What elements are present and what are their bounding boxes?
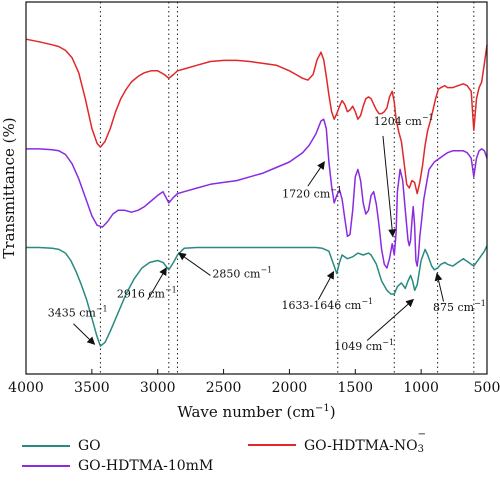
x-tick-label-500: 500 [474, 380, 500, 396]
annotation-arrow-0 [73, 323, 96, 345]
annotation-arrow-7 [434, 272, 445, 302]
x-axis-title-end: ) [330, 403, 336, 421]
x-axis-title-sup: −1 [315, 403, 330, 414]
annotation-arrow-2 [177, 252, 211, 276]
annotation-arrow-4 [382, 135, 397, 238]
x-axis-ticks: 4000 3500 3000 2500 2000 1500 1000 500 [8, 369, 500, 396]
x-axis-title: Wave number (cm−1) [177, 403, 335, 421]
x-tick-label-3000: 3000 [140, 380, 176, 396]
x-tick-label-4000: 4000 [8, 380, 44, 396]
annotation-label-0: 3435 cm−1 [48, 304, 108, 319]
x-tick-label-2000: 2000 [272, 380, 308, 396]
legend-label-go-hdtma-no3-sup: − [417, 429, 426, 440]
x-tick-label-1500: 1500 [337, 380, 373, 396]
series-line-2 [25, 38, 488, 195]
annotation-label-2: 2850 cm−1 [212, 265, 272, 280]
x-axis-title-main: Wave number (cm [177, 403, 315, 421]
annotation-arrow-5 [317, 270, 335, 300]
legend-swatch-go-hdtma-no3 [248, 444, 296, 446]
legend-label-go-hdtma-no3-sub: 3 [417, 444, 424, 455]
legend-label-go-hdtma-no3: GO-HDTMA-NO − 3 [304, 430, 427, 455]
series-line-0 [26, 245, 488, 347]
ftir-chart: 3435 cm−1 2916 cm−1 2850 cm−1 1720 cm−1 1204… [0, 1, 500, 421]
legend-label-go: GO [78, 438, 101, 454]
legend-item-go-hdtma-10mm: GO-HDTMA-10mM [22, 458, 213, 474]
legend-label-go-hdtma-10mm: GO-HDTMA-10mM [78, 458, 214, 474]
x-tick-label-1000: 1000 [403, 380, 439, 396]
legend-item-go-hdtma-no3: GO-HDTMA-NO − 3 [248, 430, 427, 455]
annotation-label-4: 1204 cm−1 [374, 113, 434, 128]
reference-lines [99, 2, 475, 374]
annotation-arrow-1 [147, 267, 167, 300]
plot-frame [25, 1, 488, 375]
annotation-layer: 3435 cm−1 2916 cm−1 2850 cm−1 1720 cm−1 1204… [48, 113, 486, 353]
annotation-label-5: 1633-1646 cm−1 [282, 297, 374, 312]
annotation-label-1: 2916 cm−1 [117, 286, 177, 301]
x-tick-label-3500: 3500 [74, 380, 110, 396]
series-line-1 [26, 118, 488, 269]
legend-swatch-go [22, 445, 70, 447]
legend-swatch-go-hdtma-10mm [22, 465, 70, 467]
annotation-arrow-6 [366, 298, 414, 341]
annotation-label-7: 875 cm−1 [433, 299, 486, 314]
x-tick-label-2500: 2500 [206, 380, 242, 396]
y-axis-title: Transmittance (%) [0, 117, 18, 258]
series-layer [25, 38, 488, 347]
legend: GO GO-HDTMA-NO − 3 GO-HDTMA-10mM [0, 430, 500, 483]
annotation-label-3: 1720 cm−1 [282, 185, 342, 200]
annotation-label-6: 1049 cm−1 [334, 338, 394, 353]
legend-label-go-hdtma-no3-main: GO-HDTMA-NO [304, 438, 418, 454]
annotation-arrow-3 [307, 161, 325, 187]
legend-item-go: GO [22, 438, 101, 454]
